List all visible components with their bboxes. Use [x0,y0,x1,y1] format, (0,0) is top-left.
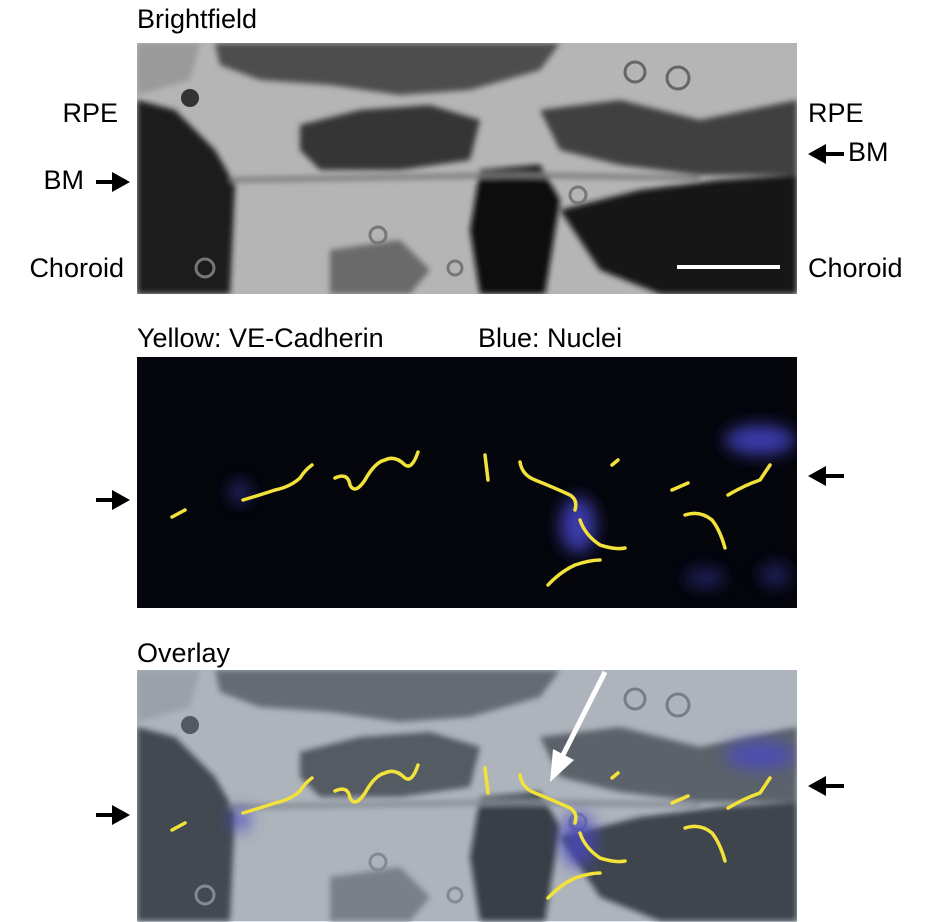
panel-title: Overlay [137,638,231,668]
panel-title: Brightfield [137,4,257,34]
overlay-image [137,670,797,922]
layer-label: RPE [808,98,864,128]
arrow [96,172,130,192]
arrow [808,466,844,486]
brightfield-image [137,43,797,294]
arrow [96,805,130,825]
arrow [808,144,844,164]
layer-label: RPE [62,98,118,128]
panel-title: Blue: Nuclei [478,323,622,353]
fluorescence-image [137,357,797,608]
figure: Brightfield RPE BM Choroid RPE BM Choroi… [0,0,926,922]
arrow [96,490,130,510]
arrow [808,776,844,796]
panel-title: Yellow: VE-Cadherin [137,323,384,353]
layer-label: Choroid [29,253,124,283]
layer-label: BM [44,165,85,195]
layer-label: BM [848,137,889,167]
layer-label: Choroid [808,253,903,283]
